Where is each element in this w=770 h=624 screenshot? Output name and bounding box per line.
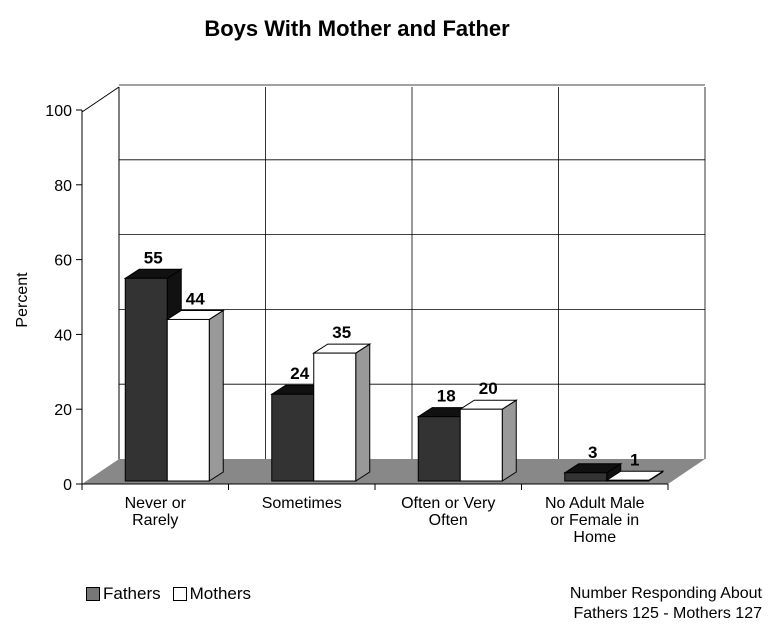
legend-swatch-mothers — [172, 587, 187, 601]
bar-mothers-2 — [458, 399, 518, 482]
x-tick-label: Often or Very Often — [401, 495, 495, 529]
y-tick-label: 60 — [54, 253, 72, 270]
legend-label-mothers: Mothers — [189, 584, 252, 603]
wall-edge — [81, 86, 120, 113]
data-label-fathers-3: 3 — [588, 443, 597, 462]
x-tick-label-line: Home — [573, 529, 616, 546]
bar-front — [166, 318, 210, 482]
bar-side — [501, 399, 517, 482]
legend-swatch-fathers — [86, 587, 100, 601]
bar-side — [208, 309, 224, 482]
bar-front — [124, 277, 168, 482]
bar-mothers-0 — [165, 309, 225, 482]
bar-front — [606, 479, 650, 482]
y-tick-label: 80 — [54, 178, 72, 195]
x-tick-label-line: or Female in — [550, 512, 639, 529]
y-tick-label: 0 — [63, 477, 72, 494]
x-tick-label: Sometimes — [262, 495, 342, 512]
legend-item-fathers: Fathers — [86, 584, 161, 604]
bars-layer — [123, 268, 665, 482]
chart-floor — [82, 459, 705, 484]
bar-front — [564, 472, 608, 482]
bar-front — [459, 408, 503, 482]
bar-fathers-3 — [563, 462, 623, 482]
x-tick-label-line: No Adult Male — [545, 495, 645, 512]
data-label-fathers-1: 24 — [290, 364, 309, 383]
x-tick-label-line: Rarely — [132, 512, 178, 529]
x-tick-label: Never or Rarely — [125, 495, 187, 529]
data-labels-layer: 55 44 24 35 18 20 3 1 — [144, 248, 640, 469]
bar-front — [417, 416, 461, 482]
bar-front — [271, 393, 315, 482]
data-label-fathers-2: 18 — [437, 387, 456, 406]
data-label-mothers-2: 20 — [479, 379, 498, 398]
bar-side — [355, 343, 371, 482]
axis-layer: 0 20 40 60 80 100 Never or Rarely Sometimes Often… — [45, 103, 669, 546]
note-line-1: Number Responding About — [569, 585, 762, 602]
x-tick-label-line: Never or — [125, 495, 187, 512]
x-tick-label-line: Often or Very — [401, 495, 495, 512]
y-tick-label: 20 — [54, 402, 72, 419]
chart-title: Boys With Mother and Father — [204, 16, 510, 41]
y-tick-label: 40 — [54, 327, 72, 344]
y-tick-label: 100 — [45, 103, 72, 120]
bar-mothers-1 — [312, 343, 372, 482]
note-line-2: Fathers 125 - Mothers 127 — [573, 605, 762, 622]
legend: Fathers Mothers — [86, 584, 263, 604]
legend-item-mothers: Mothers — [172, 584, 252, 604]
x-tick-label-line: Often — [429, 512, 468, 529]
data-label-mothers-3: 1 — [630, 450, 639, 469]
x-tick-label-line: Sometimes — [262, 495, 342, 512]
data-label-mothers-1: 35 — [332, 323, 351, 342]
x-tick-label: No Adult Male or Female in Home — [545, 495, 645, 546]
bar-front — [313, 352, 357, 482]
y-axis-label: Percent — [14, 272, 31, 328]
data-label-fathers-0: 55 — [144, 248, 163, 267]
respondent-note: Number Responding About Fathers 125 - Mo… — [462, 584, 762, 624]
data-label-mothers-0: 44 — [186, 289, 205, 308]
legend-label-fathers: Fathers — [103, 584, 161, 603]
bar-mothers-3 — [605, 470, 665, 482]
floor-plane — [82, 459, 705, 484]
